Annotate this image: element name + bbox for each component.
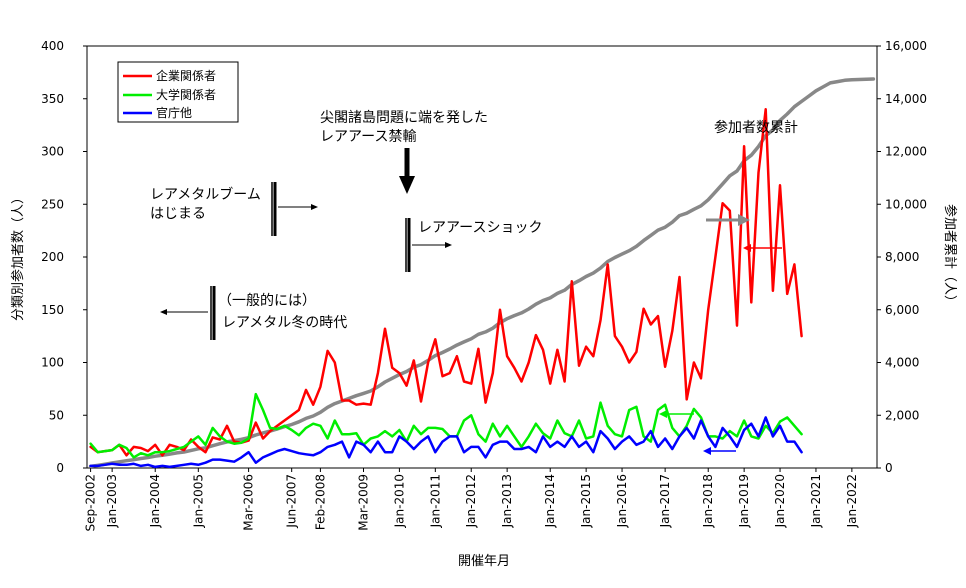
right-tick-label: 8,000 [885,250,919,264]
annotation-boom-line1: レアメタルブーム [150,186,261,203]
left-tick-label: 150 [41,303,64,317]
x-tick-label: Jan-2011 [428,474,442,528]
left-tick-label: 50 [49,408,64,422]
legend-label-government: 官庁他 [156,105,192,120]
left-tick-label: 400 [41,39,64,53]
legend-label-company: 企業関係者 [156,68,216,83]
annotation-shock-label: レアアースショック [418,220,542,236]
x-tick-label: Jan-2014 [543,474,557,528]
right-tick-label: 12,000 [885,145,927,159]
left-tick-label: 350 [41,92,64,106]
winter-arrow-head [160,309,167,315]
legend: 企業関係者 大学関係者 官庁他 [117,61,239,123]
y2-axis-title: 参加者累計（人） [942,204,958,308]
series-pointer-arrows [659,244,782,455]
x-tick-label: Jan-2005 [191,474,205,528]
annotation-senkaku-line2: レアアース禁輸 [320,129,416,145]
series-line-company [89,108,803,457]
annotation-senkaku-line1: 尖閣諸島問題に端を発した [320,110,488,126]
x-axis-title: 開催年月 [458,554,510,569]
x-tick-label: Jan-2012 [464,474,478,528]
x-tick-label: Jan-2004 [148,474,162,528]
right-tick-label: 16,000 [885,39,927,53]
x-tick-label: Jan-2017 [658,474,672,528]
annotation-senkaku: 尖閣諸島問題に端を発した レアアース禁輸 [320,110,488,194]
series-line-government [89,416,803,469]
x-tick-label: Jan-2003 [105,474,119,528]
x-tick-label: Mar-2009 [357,474,371,531]
senkaku-arrow-head [399,176,415,194]
x-tick-label: Jan-2019 [737,474,751,528]
right-tick-label: 10,000 [885,197,927,211]
left-tick-label: 300 [41,145,64,159]
annotation-shock: レアアースショック [405,218,542,272]
left-tick-label: 100 [41,356,64,370]
annotation-winter-line2: レアメタル冬の時代 [222,315,347,331]
y-axis-title: 分類別参加者数（人） [10,191,26,321]
annotation-boom: レアメタルブーム はじまる [150,182,318,236]
left-tick-label: 0 [56,461,64,475]
right-tick-label: 4,000 [885,356,919,370]
x-tick-label: Jan-2010 [392,474,406,528]
x-tick-label: Feb-2008 [313,474,327,530]
right-tick-label: 0 [885,461,893,475]
left-tick-label: 200 [41,250,64,264]
legend-label-university: 大学関係者 [156,87,216,102]
right-tick-label: 2,000 [885,408,919,422]
green-arrow-head [659,410,667,418]
right-axis-ticks: 0 2,000 4,000 6,000 8,000 10,000 12,000 14,000 1… [877,39,927,475]
series-line-cumulative [88,77,876,469]
x-tick-label: Mar-2006 [242,474,256,531]
x-tick-label: Jan-2018 [701,474,715,528]
series-layer [88,77,876,469]
annotation-winter-line1: （一般的には） [218,293,316,309]
blue-arrow-head [703,447,711,455]
red-arrow-head [743,244,751,252]
annotation-cumulative-label: 参加者数累計 [714,119,798,136]
x-tick-label: Jan-2022 [845,474,859,528]
x-tick-label: Sep-2002 [84,474,98,532]
annotation-boom-line2: はじまる [150,206,206,222]
x-tick-label: Jun-2007 [285,474,299,529]
x-axis-ticks: Sep-2002 Jan-2003 Jan-2004 Jan-2005 Mar-2006… [84,468,859,532]
right-tick-label: 6,000 [885,303,919,317]
annotation-winter: （一般的には） レアメタル冬の時代 [160,286,347,340]
x-tick-label: Jan-2015 [579,474,593,528]
boom-arrow-head [311,204,318,210]
cumulative-arrow-head [738,214,750,226]
x-tick-label: Jan-2020 [773,474,787,528]
x-tick-label: Jan-2021 [809,474,823,528]
left-axis-ticks: 0 50 100 150 200 250 300 350 400 [41,39,87,475]
annotation-cumulative: 参加者数累計 [706,119,798,226]
shock-arrow-head [445,242,452,248]
x-tick-label: Jan-2013 [500,474,514,528]
right-tick-label: 14,000 [885,92,927,106]
left-tick-label: 250 [41,197,64,211]
x-tick-label: Jan-2016 [615,474,629,528]
